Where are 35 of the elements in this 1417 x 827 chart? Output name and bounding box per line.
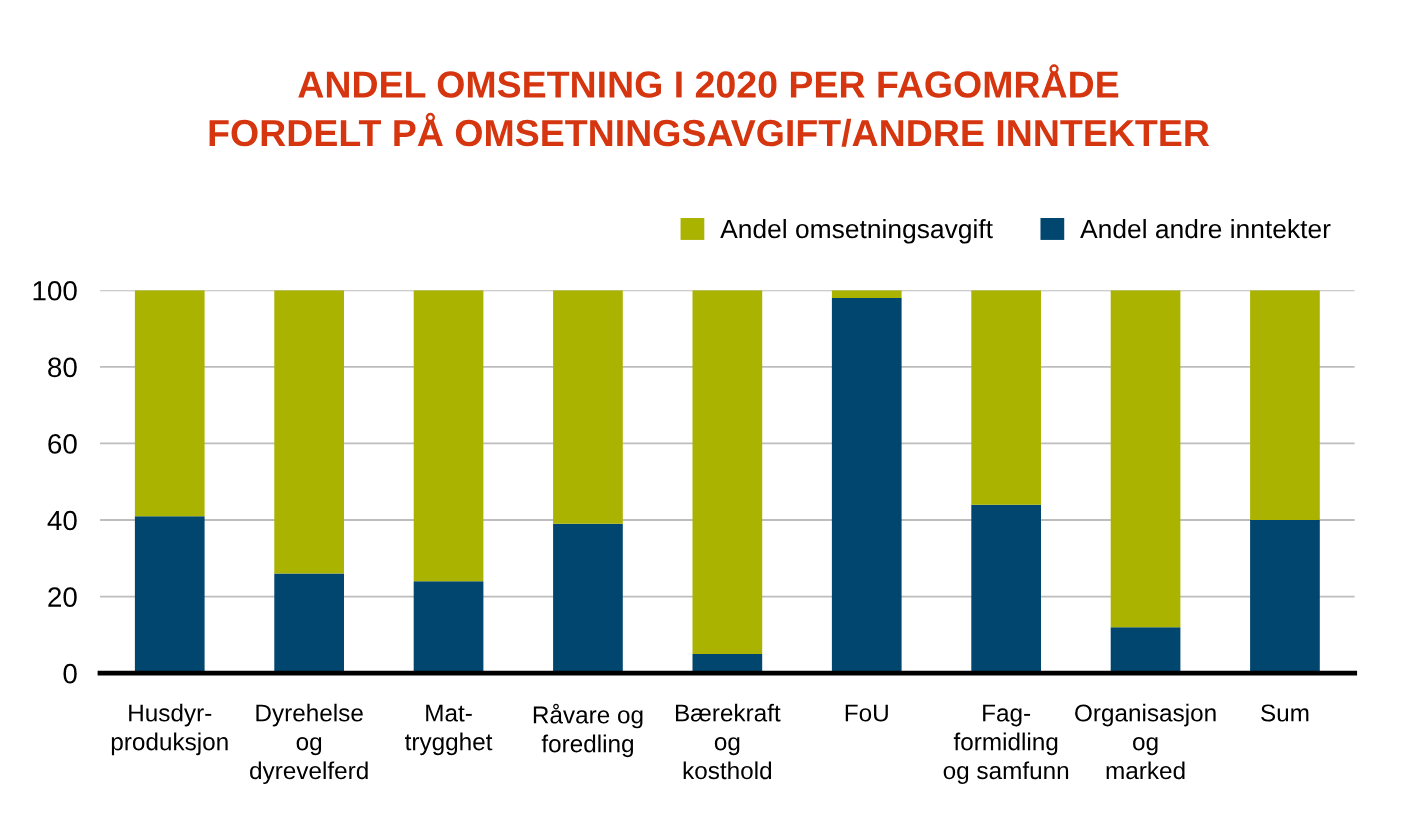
y-tick-label: 20: [48, 587, 77, 607]
bar: [831, 297, 902, 674]
bar: [274, 573, 344, 674]
bar: [274, 290, 344, 574]
y-tick-label: 0: [63, 663, 77, 684]
bar: [413, 290, 484, 582]
bar: [134, 290, 205, 517]
legend-label: Andel andre inntekter: [1080, 218, 1331, 239]
bar: [971, 290, 1041, 505]
x-tick-label: Organisasjon og marked: [1075, 703, 1216, 780]
y-tick-label: 100: [33, 280, 77, 301]
bar: [553, 523, 623, 674]
bar: [971, 504, 1041, 674]
y-tick-label: 60: [48, 434, 77, 454]
bar: [1110, 627, 1181, 674]
x-tick-label: Mat- trygghet: [405, 704, 493, 756]
chart-title: ANDEL OMSETNING I 2020 PER FAGOMRÅDE FORDELT PÅ OMSETNINGSAVGIFT/ANDRE INNTEKTER: [209, 64, 1210, 147]
x-tick-label: Fag- formidling og samfunn: [943, 704, 1069, 785]
x-tick-label: Dyrehelse og dyrevelferd: [250, 703, 368, 785]
bar: [692, 290, 763, 655]
x-tick-label: Husdyr- produksjon: [111, 703, 228, 756]
x-tick-label: FoU: [845, 704, 888, 722]
x-tick-label: Bærekraft og kosthold: [675, 703, 781, 780]
bar: [553, 290, 623, 524]
y-tick-label: 80: [48, 357, 77, 378]
bar: [831, 290, 902, 298]
bar: [1110, 290, 1181, 628]
x-tick-label: Sum: [1261, 704, 1309, 722]
legend-label: Andel omsetningsavgift: [720, 218, 993, 244]
x-tick-label: Råvare og foredling: [533, 703, 643, 758]
bar: [1250, 290, 1320, 521]
bar: [413, 581, 484, 674]
bar: [1250, 520, 1320, 674]
y-tick-label: 40: [47, 510, 77, 531]
bar: [134, 516, 205, 674]
